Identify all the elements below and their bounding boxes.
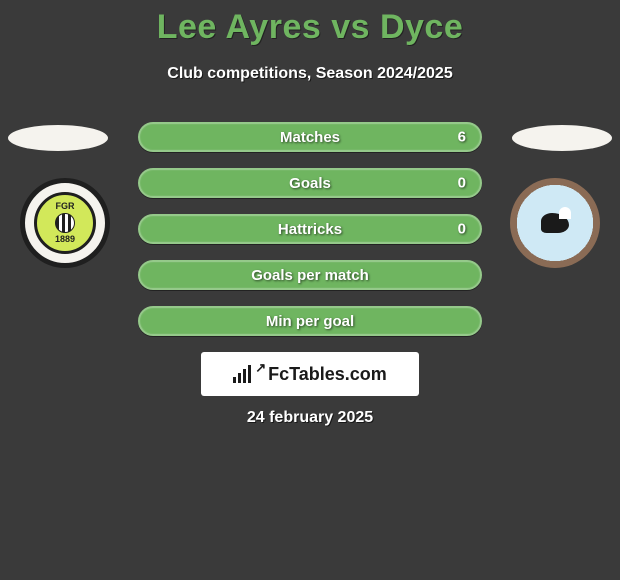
player-photo-right-placeholder bbox=[512, 125, 612, 151]
club-crest-right bbox=[510, 178, 600, 268]
stat-row-goals: Goals 0 bbox=[138, 168, 482, 198]
stat-row-matches: Matches 6 bbox=[138, 122, 482, 152]
date-label: 24 february 2025 bbox=[0, 409, 620, 427]
crest-left-ball-icon bbox=[55, 213, 75, 233]
stat-label: Min per goal bbox=[266, 313, 354, 330]
brand-bars-icon bbox=[233, 365, 251, 383]
stat-label: Hattricks bbox=[278, 221, 342, 238]
stat-value-right: 0 bbox=[458, 221, 466, 238]
stat-row-min-per-goal: Min per goal bbox=[138, 306, 482, 336]
brand-arrow-icon: ↗ bbox=[255, 360, 266, 376]
brand-text: FcTables.com bbox=[268, 364, 387, 385]
stat-row-hattricks: Hattricks 0 bbox=[138, 214, 482, 244]
stat-value-right: 6 bbox=[458, 129, 466, 146]
club-crest-left: FGR 1889 bbox=[20, 178, 110, 268]
stat-rows: Matches 6 Goals 0 Hattricks 0 Goals per … bbox=[138, 122, 482, 352]
stat-label: Goals bbox=[289, 175, 331, 192]
stat-row-goals-per-match: Goals per match bbox=[138, 260, 482, 290]
crest-left-bottom-text: 1889 bbox=[55, 235, 75, 244]
stat-label: Matches bbox=[280, 129, 340, 146]
brand-box[interactable]: ↗ FcTables.com bbox=[201, 352, 419, 396]
player-photo-left-placeholder bbox=[8, 125, 108, 151]
stat-value-right: 0 bbox=[458, 175, 466, 192]
crest-left-top-text: FGR bbox=[56, 202, 75, 211]
crest-right-bird-icon bbox=[541, 213, 569, 233]
page-title: Lee Ayres vs Dyce bbox=[0, 0, 620, 47]
stat-label: Goals per match bbox=[251, 267, 369, 284]
subtitle: Club competitions, Season 2024/2025 bbox=[0, 65, 620, 83]
